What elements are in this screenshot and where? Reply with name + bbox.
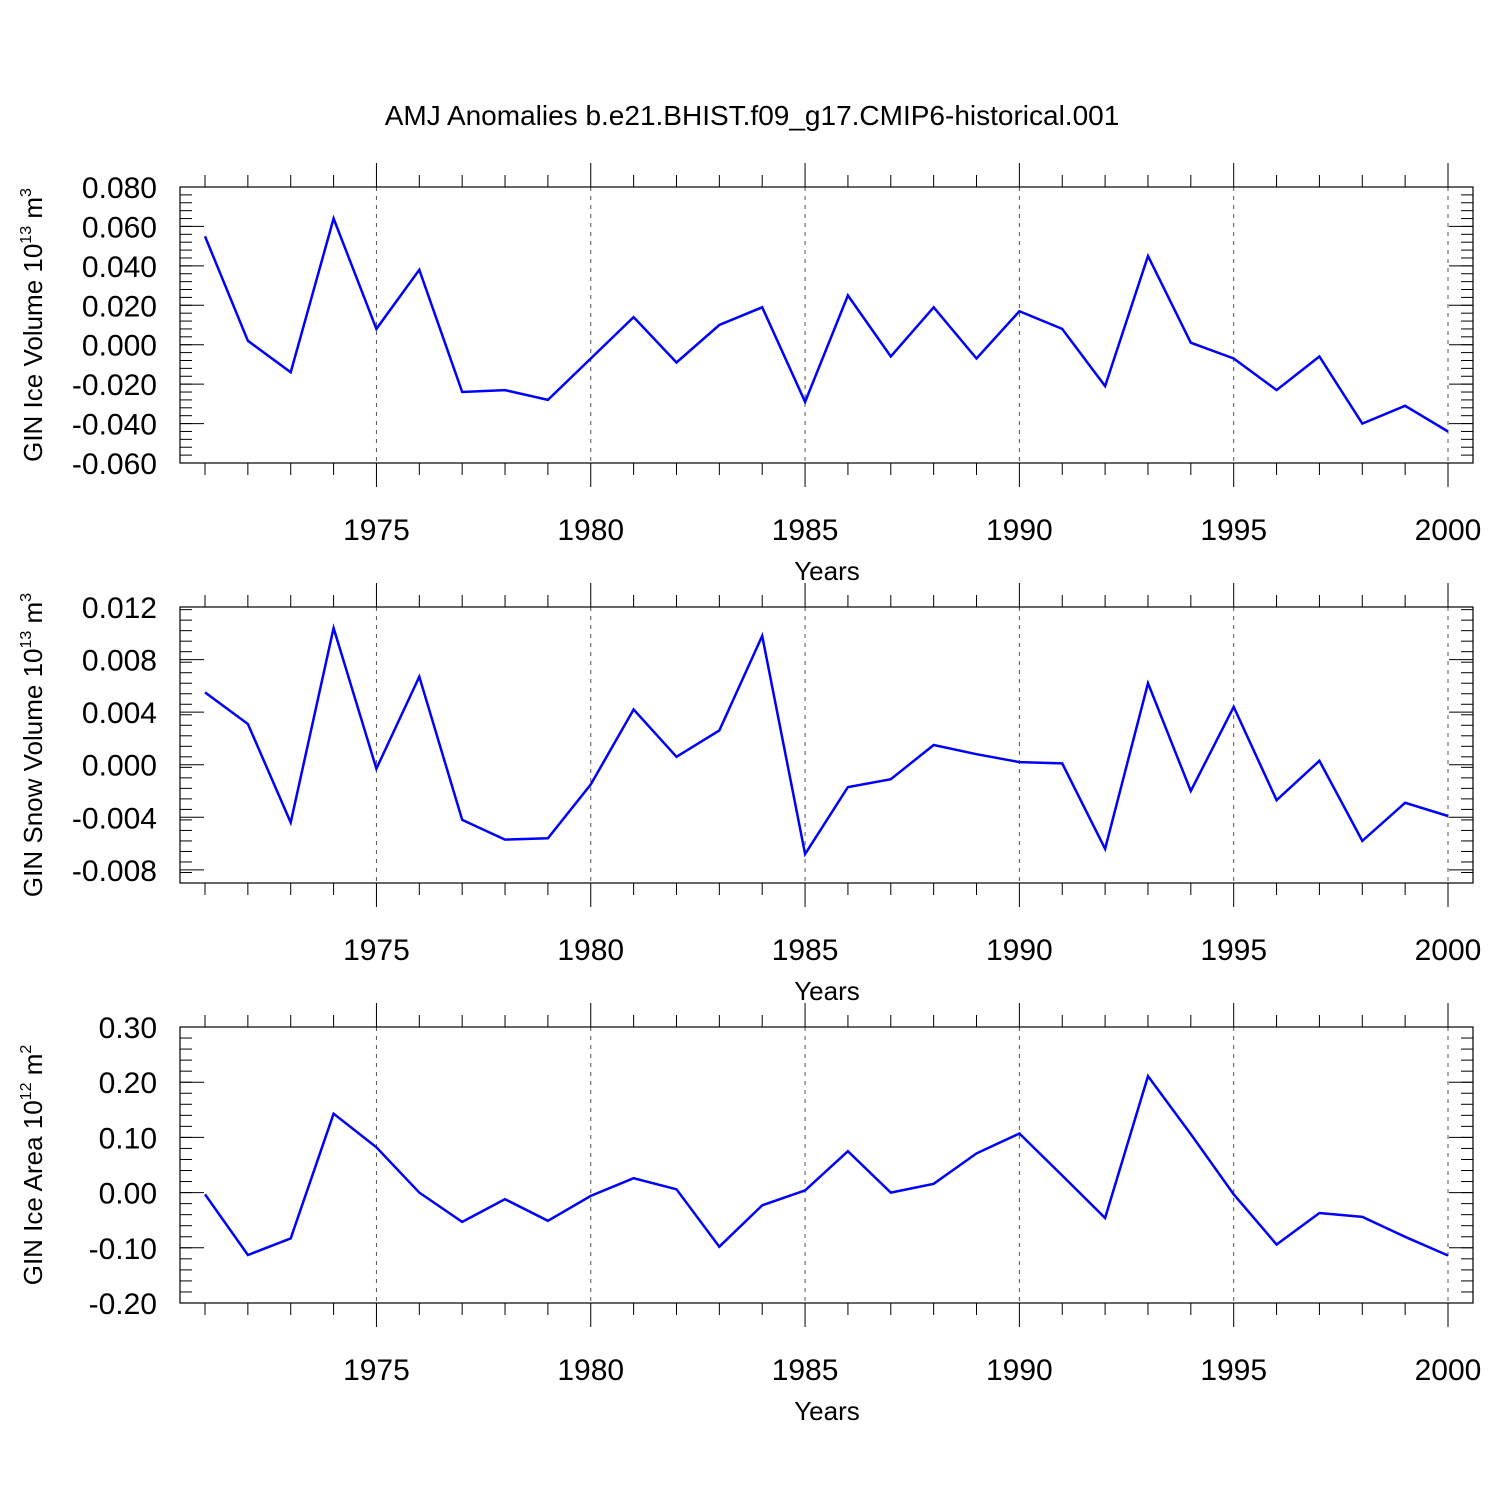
x-tick-label: 1990 — [986, 1354, 1053, 1387]
y-tick-label: -0.008 — [72, 855, 157, 888]
y-tick-label: -0.10 — [89, 1233, 157, 1266]
x-tick-label: 1975 — [343, 514, 410, 547]
y-tick-label: 0.040 — [82, 251, 157, 284]
y-tick-label: 0.30 — [99, 1012, 157, 1045]
x-axis-label: Years — [794, 1396, 860, 1426]
x-tick-label: 2000 — [1415, 934, 1482, 967]
y-tick-label: 0.20 — [99, 1067, 157, 1100]
y-tick-label: 0.000 — [82, 750, 157, 783]
series-line — [203, 1073, 1449, 1257]
y-tick-label: -0.060 — [72, 448, 157, 481]
y-tick-label: 0.10 — [99, 1122, 157, 1155]
y-axis-label: GIN Ice Volume 1013 m3 — [18, 188, 48, 462]
x-tick-label: 1990 — [986, 934, 1053, 967]
panel-1: 0.080 0.060 0.040 0.020 0.000 -0.020 -0.040 -0.… — [18, 163, 1481, 586]
x-tick-label: 1980 — [557, 934, 624, 967]
y-tick-label: 0.060 — [82, 211, 157, 244]
y-tick-label: 0.012 — [82, 592, 157, 625]
plot-frame — [179, 1026, 1474, 1304]
y-tick-label: -0.004 — [72, 802, 157, 835]
x-tick-label: 1985 — [772, 934, 839, 967]
y-tick-label: 0.020 — [82, 290, 157, 323]
y-tick-label: -0.020 — [72, 369, 157, 402]
y-tick-label: 0.00 — [99, 1178, 157, 1211]
x-tick-label: 2000 — [1415, 1354, 1482, 1387]
y-tick-label: 0.000 — [82, 330, 157, 363]
x-tick-label: 1995 — [1200, 514, 1267, 547]
x-tick-label: 2000 — [1415, 514, 1482, 547]
panels: 0.080 0.060 0.040 0.020 0.000 -0.020 -0.040 -0.… — [18, 163, 1481, 1426]
x-tick-label: 1995 — [1200, 934, 1267, 967]
plot-frame — [179, 606, 1474, 884]
series-line — [203, 214, 1449, 433]
x-axis-label: Years — [794, 556, 860, 586]
panel-2: 0.012 0.008 0.004 0.000 -0.004 -0.008 1975 1980… — [18, 583, 1481, 1006]
x-tick-label: 1975 — [343, 1354, 410, 1387]
x-tick-label: 1985 — [772, 514, 839, 547]
x-tick-label: 1980 — [557, 1354, 624, 1387]
x-axis-label: Years — [794, 976, 860, 1006]
y-tick-label: 0.008 — [82, 645, 157, 678]
x-tick-label: 1985 — [772, 1354, 839, 1387]
y-axis-label: GIN Ice Area 1012 m2 — [18, 1045, 48, 1286]
chart-title: AMJ Anomalies b.e21.BHIST.f09_g17.CMIP6-… — [385, 100, 1120, 131]
x-tick-label: 1995 — [1200, 1354, 1267, 1387]
y-tick-label: -0.040 — [72, 409, 157, 442]
panel-3: 0.30 0.20 0.10 0.00 -0.10 -0.20 1975 1980 1985 19… — [18, 1003, 1481, 1426]
series-line — [204, 623, 1449, 858]
y-tick-label: 0.080 — [82, 172, 157, 205]
x-tick-label: 1990 — [986, 514, 1053, 547]
y-axis-label: GIN Snow Volume 1013 m3 — [18, 593, 48, 897]
y-tick-label: 0.004 — [82, 697, 157, 730]
y-tick-label: -0.20 — [89, 1288, 157, 1321]
plot-frame — [179, 186, 1474, 464]
x-tick-label: 1980 — [557, 514, 624, 547]
x-tick-label: 1975 — [343, 934, 410, 967]
